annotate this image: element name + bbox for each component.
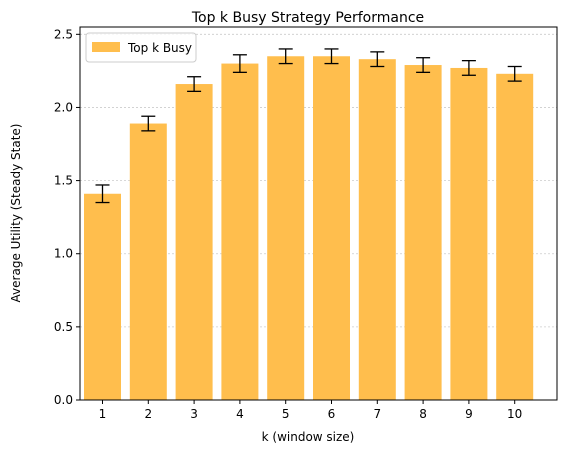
x-tick-label: 7 <box>373 407 381 421</box>
x-tick-label: 10 <box>507 407 522 421</box>
legend-swatch <box>92 42 120 52</box>
bars <box>84 56 534 401</box>
bar <box>84 193 121 400</box>
error-bars <box>95 48 522 204</box>
bar <box>404 65 442 400</box>
x-tick-label: 4 <box>236 407 244 421</box>
bar <box>358 59 396 401</box>
x-axis-title: k (window size) <box>262 430 355 444</box>
x-tick-label: 6 <box>328 407 336 421</box>
y-tick-label: 0.5 <box>54 320 73 334</box>
x-tick-label: 8 <box>419 407 427 421</box>
chart-title: Top k Busy Strategy Performance <box>191 10 424 26</box>
bar <box>175 84 213 400</box>
bar <box>267 56 305 400</box>
x-tick-label: 5 <box>282 407 290 421</box>
y-tick-label: 2.0 <box>54 100 73 114</box>
y-axis: 0.0 0.5 1.0 1.5 2.0 2.5 <box>54 27 80 407</box>
bar <box>450 67 488 401</box>
legend: Top k Busy <box>85 32 197 63</box>
x-tick-label: 3 <box>190 407 198 421</box>
bar <box>129 123 167 401</box>
y-tick-label: 1.0 <box>54 247 73 261</box>
y-tick-label: 2.5 <box>54 27 73 41</box>
legend-label: Top k Busy <box>127 41 192 55</box>
x-axis: 1 2 3 4 5 6 7 8 9 10 <box>99 400 522 421</box>
y-axis-title: Average Utility (Steady State) <box>9 124 23 303</box>
x-tick-label: 9 <box>465 407 473 421</box>
x-tick-label: 2 <box>144 407 152 421</box>
y-tick-label: 0.0 <box>54 393 73 407</box>
bar <box>313 56 350 400</box>
legend-box <box>85 32 197 63</box>
bar <box>496 73 534 400</box>
y-tick-label: 1.5 <box>54 174 73 188</box>
x-tick-label: 1 <box>99 407 107 421</box>
bar <box>221 63 259 400</box>
plot-area-frame <box>79 26 558 401</box>
